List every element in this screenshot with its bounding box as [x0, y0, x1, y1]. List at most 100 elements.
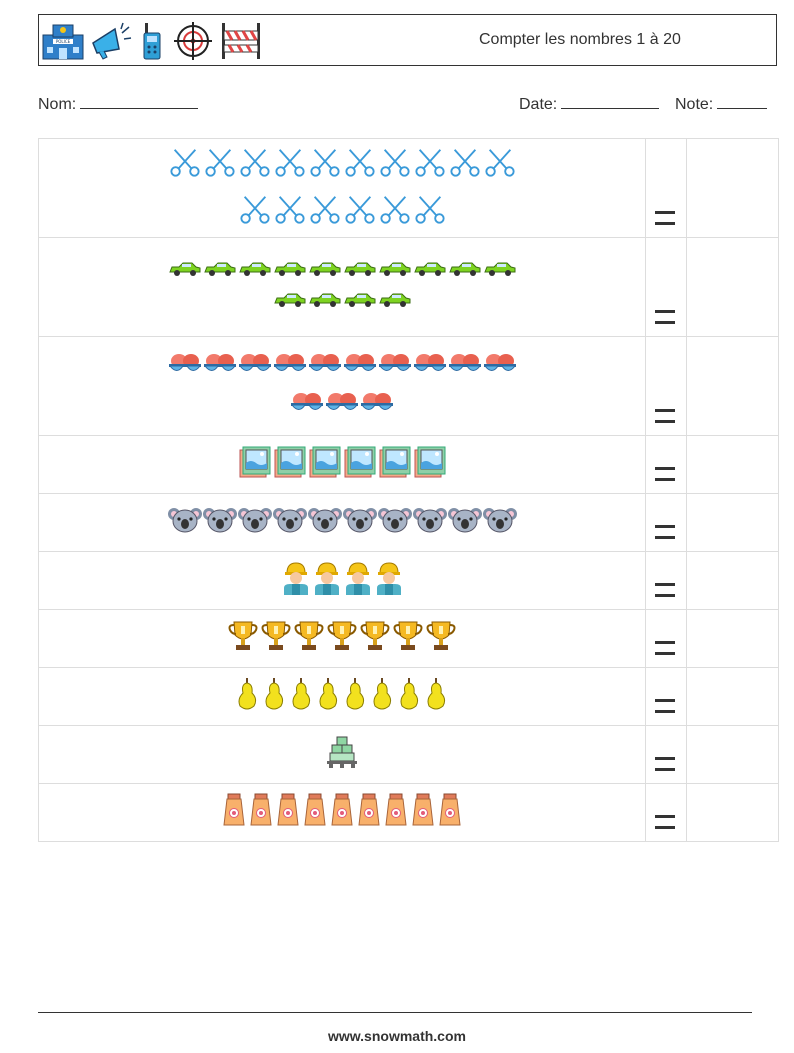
- answer-cell[interactable]: [686, 493, 779, 552]
- scissors-icon: [168, 146, 202, 183]
- photo-frame-icon: [238, 445, 272, 484]
- name-blank[interactable]: [80, 94, 199, 109]
- koala-icon: [167, 505, 202, 540]
- worker-icon: [281, 561, 311, 600]
- icon-line: [39, 619, 645, 658]
- problem-row: [38, 435, 779, 494]
- picture-cell: [38, 783, 646, 842]
- picture-cell: [38, 667, 646, 726]
- answer-cell[interactable]: [686, 435, 779, 494]
- sunglasses-icon: [343, 352, 377, 381]
- car-icon: [343, 261, 377, 282]
- photo-frame-icon: [413, 445, 447, 484]
- pallet-icon: [325, 735, 359, 774]
- footer-url: www.snowmath.com: [328, 1028, 466, 1044]
- pear-icon: [289, 676, 315, 717]
- megaphone-icon: [89, 21, 133, 61]
- scissors-icon: [273, 146, 307, 183]
- problem-row: [38, 237, 779, 337]
- icon-line: [39, 445, 645, 484]
- icon-line: [39, 561, 645, 600]
- photo-frame-icon: [273, 445, 307, 484]
- trophy-icon: [293, 619, 325, 658]
- answer-cell[interactable]: [686, 725, 779, 784]
- icon-line: [39, 292, 645, 313]
- scissors-icon: [378, 193, 412, 230]
- equals-sign: [655, 641, 675, 655]
- equals-cell: [645, 435, 687, 494]
- worksheet-header: POLICE Compter les nombres 1 à 20: [38, 14, 777, 66]
- answer-cell[interactable]: [686, 138, 779, 238]
- answer-cell[interactable]: [686, 551, 779, 610]
- equals-sign: [655, 699, 675, 713]
- sunglasses-icon: [378, 352, 412, 381]
- sunglasses-icon: [483, 352, 517, 381]
- equals-sign: [655, 409, 675, 423]
- score-field: Note:: [675, 94, 768, 114]
- equals-sign: [655, 211, 675, 225]
- icon-line: [39, 505, 645, 540]
- equals-sign: [655, 757, 675, 771]
- sunglasses-icon: [308, 352, 342, 381]
- name-label: Nom:: [38, 96, 77, 113]
- equals-sign: [655, 310, 675, 324]
- sunglasses-icon: [273, 352, 307, 381]
- scissors-icon: [413, 146, 447, 183]
- pear-icon: [235, 676, 261, 717]
- scissors-icon: [308, 146, 342, 183]
- answer-cell[interactable]: [686, 609, 779, 668]
- answer-cell[interactable]: [686, 667, 779, 726]
- name-field: Nom:: [38, 94, 199, 114]
- answer-cell[interactable]: [686, 336, 779, 436]
- scissors-icon: [203, 146, 237, 183]
- sunglasses-icon: [238, 352, 272, 381]
- equals-sign: [655, 815, 675, 829]
- problem-row: [38, 725, 779, 784]
- trophy-icon: [227, 619, 259, 658]
- koala-icon: [237, 505, 272, 540]
- picture-cell: [38, 551, 646, 610]
- scissors-icon: [343, 146, 377, 183]
- sunglasses-icon: [448, 352, 482, 381]
- icon-line: [39, 391, 645, 420]
- date-field: Date:: [519, 94, 660, 114]
- car-icon: [238, 261, 272, 282]
- equals-cell: [645, 237, 687, 337]
- equals-cell: [645, 551, 687, 610]
- koala-icon: [482, 505, 517, 540]
- sunglasses-icon: [325, 391, 359, 420]
- trophy-icon: [326, 619, 358, 658]
- equals-cell: [645, 138, 687, 238]
- car-icon: [168, 261, 202, 282]
- date-blank[interactable]: [561, 94, 660, 109]
- walkie-talkie-icon: [137, 21, 167, 61]
- picture-cell: [38, 435, 646, 494]
- picture-cell: [38, 725, 646, 784]
- police-station-icon: POLICE: [41, 21, 85, 61]
- trophy-icon: [425, 619, 457, 658]
- picture-cell: [38, 493, 646, 552]
- pear-icon: [316, 676, 342, 717]
- scissors-icon: [238, 146, 272, 183]
- picture-cell: [38, 237, 646, 337]
- lotion-tube-icon: [356, 793, 382, 832]
- sunglasses-icon: [413, 352, 447, 381]
- answer-cell[interactable]: [686, 237, 779, 337]
- scissors-icon: [343, 193, 377, 230]
- sunglasses-icon: [360, 391, 394, 420]
- koala-icon: [272, 505, 307, 540]
- worker-icon: [374, 561, 404, 600]
- score-blank[interactable]: [717, 94, 768, 109]
- lotion-tube-icon: [383, 793, 409, 832]
- car-icon: [273, 292, 307, 313]
- car-icon: [343, 292, 377, 313]
- photo-frame-icon: [343, 445, 377, 484]
- score-label: Note:: [675, 96, 714, 113]
- equals-cell: [645, 725, 687, 784]
- lotion-tube-icon: [275, 793, 301, 832]
- trophy-icon: [392, 619, 424, 658]
- answer-cell[interactable]: [686, 783, 779, 842]
- header-icons: POLICE: [41, 18, 263, 64]
- pear-icon: [424, 676, 450, 717]
- koala-icon: [412, 505, 447, 540]
